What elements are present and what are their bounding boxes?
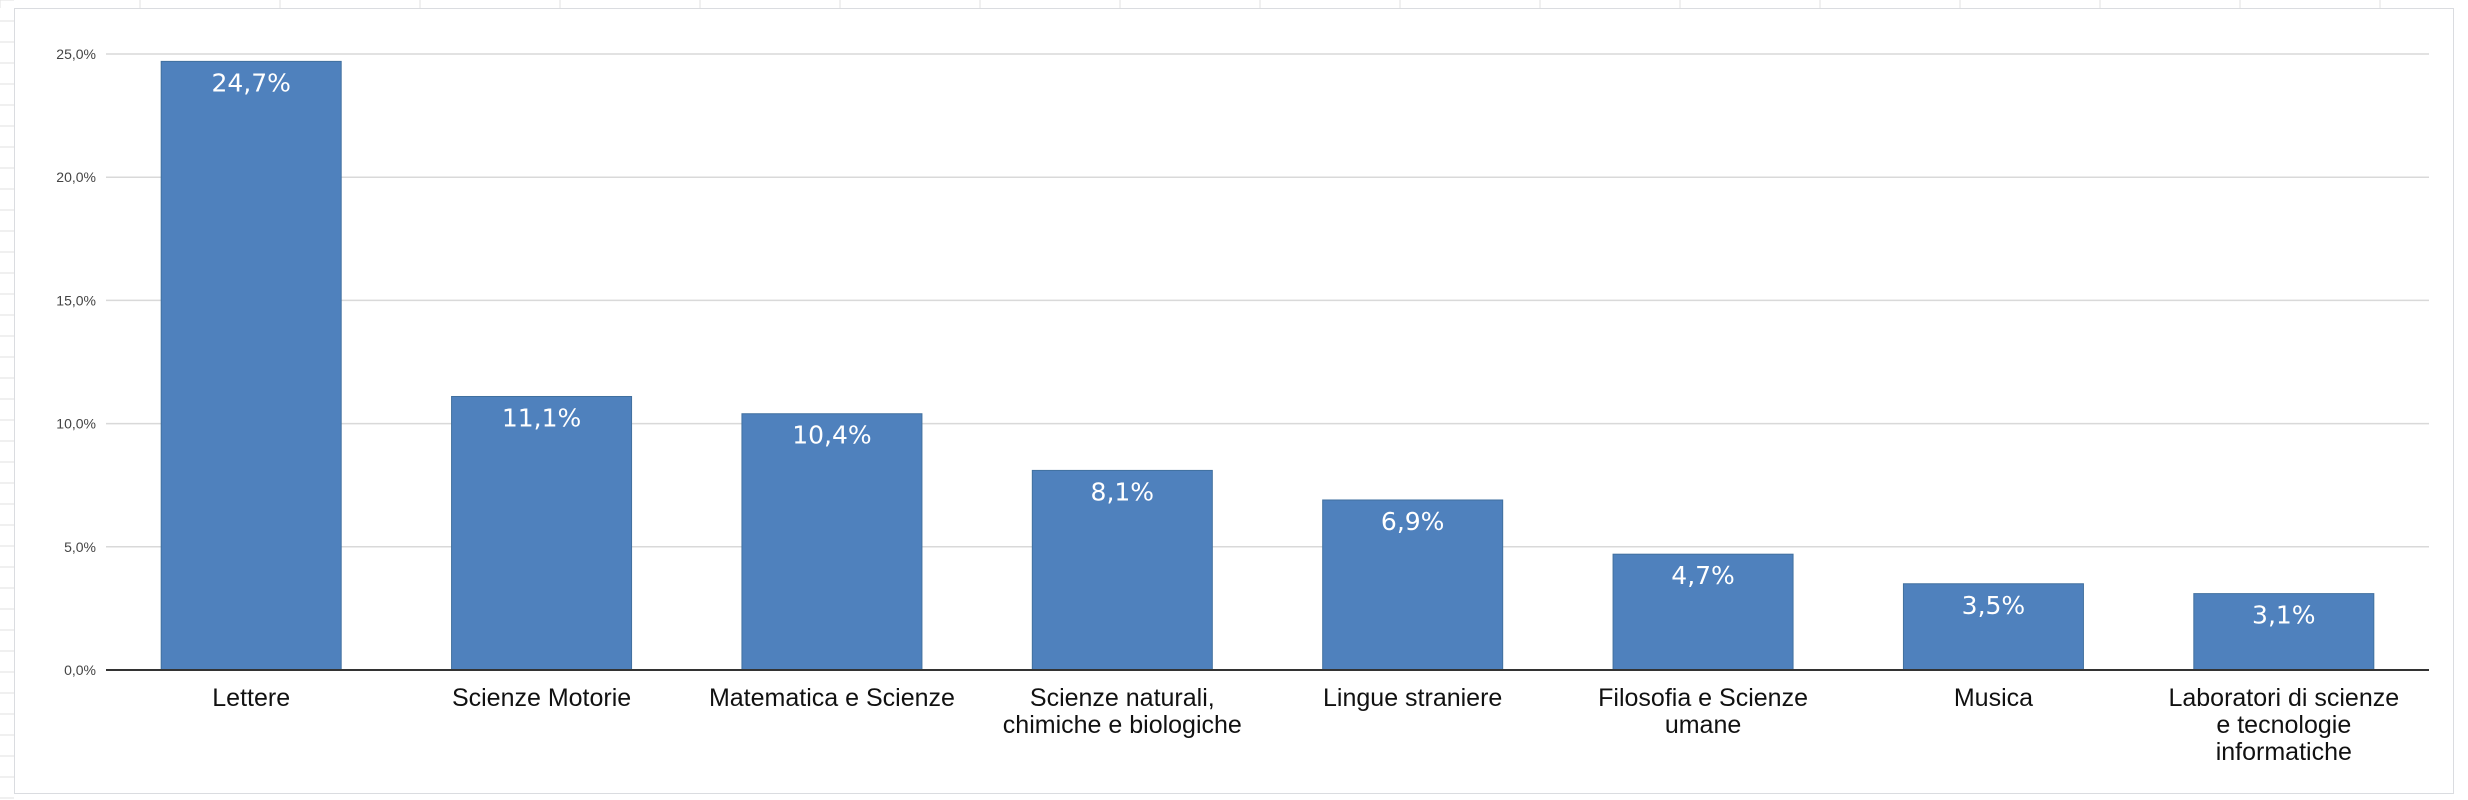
- x-tick-label: Matematica e Scienze: [709, 684, 955, 712]
- y-tick-label: 20,0%: [56, 169, 96, 185]
- bar-data-label: 3,5%: [1962, 591, 2026, 620]
- bar-data-label: 24,7%: [211, 68, 290, 97]
- bar-chart: 0,0% 5,0% 10,0% 15,0% 20,0% 25,0% 24,7% Lettere…: [56, 46, 2429, 766]
- x-tick-label: Filosofia e Scienze umane: [1598, 684, 1808, 739]
- bar[interactable]: [451, 395, 633, 671]
- y-tick-label: 0,0%: [64, 662, 96, 678]
- bar-data-label: 4,7%: [1671, 561, 1735, 590]
- bar[interactable]: [1612, 553, 1794, 671]
- y-tick-label: 15,0%: [56, 292, 96, 308]
- chart-area[interactable]: 0,0% 5,0% 10,0% 15,0% 20,0% 25,0% 24,7% Lettere…: [14, 8, 2454, 794]
- x-tick-label: Scienze naturali, chimiche e biologiche: [1003, 684, 1242, 739]
- bar-data-label: 10,4%: [792, 421, 871, 450]
- y-tick-label: 10,0%: [56, 416, 96, 432]
- x-tick-label: Scienze Motorie: [452, 684, 631, 712]
- bar[interactable]: [1902, 583, 2084, 671]
- bar[interactable]: [741, 413, 923, 671]
- bar[interactable]: [1031, 469, 1213, 671]
- bar[interactable]: [1322, 499, 1504, 671]
- x-tick-label: Lingue straniere: [1323, 684, 1502, 712]
- bar[interactable]: [2193, 593, 2375, 671]
- x-tick-label: Musica: [1954, 684, 2033, 712]
- bar-data-label: 11,1%: [502, 403, 581, 432]
- bar-data-label: 3,1%: [2252, 601, 2316, 630]
- y-tick-label: 25,0%: [56, 46, 96, 62]
- bar-data-label: 8,1%: [1091, 477, 1155, 506]
- x-tick-label: Laboratori di scienze e tecnologie informa…: [2168, 684, 2399, 766]
- y-tick-label: 5,0%: [64, 539, 96, 555]
- x-tick-label: Lettere: [212, 684, 290, 712]
- bar[interactable]: [160, 60, 342, 671]
- bar-data-label: 6,9%: [1381, 507, 1445, 536]
